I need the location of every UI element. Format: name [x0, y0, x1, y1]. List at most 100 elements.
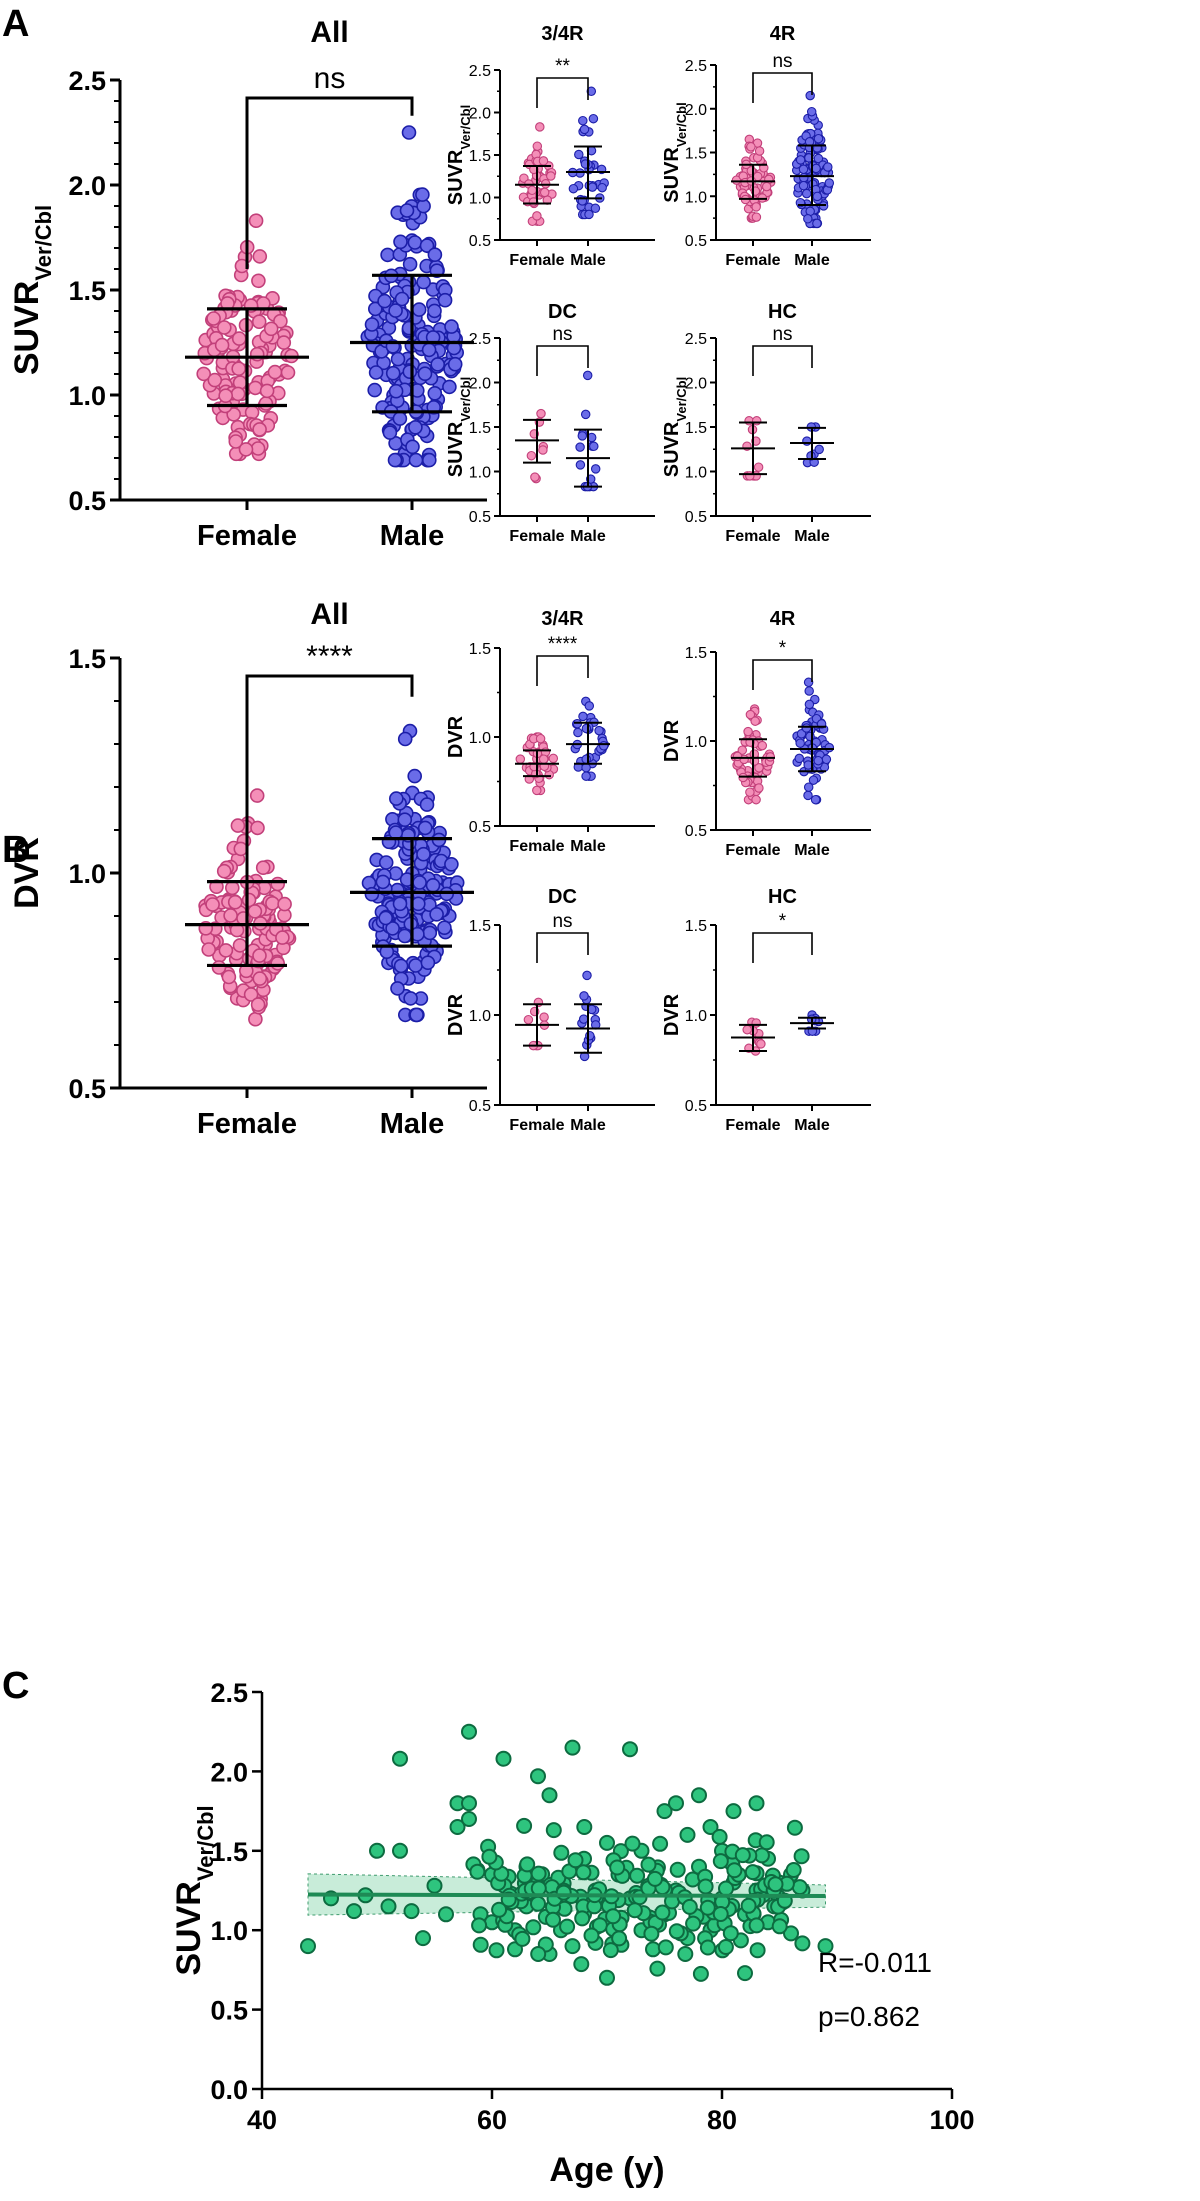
data-point [744, 1864, 761, 1881]
data-point [226, 407, 241, 422]
data-point [390, 981, 405, 996]
data-point [573, 727, 583, 738]
data-point [823, 162, 833, 172]
y-axis-label-subscript: Ver/Cbl [674, 102, 689, 147]
chart-title: All [310, 598, 348, 631]
data-point [392, 1750, 408, 1767]
data-point [346, 1903, 362, 1920]
data-point [803, 214, 813, 224]
chart-title: DC [548, 886, 577, 908]
y-tick-label: 1.5 [685, 146, 707, 163]
data-point [743, 726, 753, 737]
significance-label: ns [552, 324, 572, 345]
data-point [645, 1941, 661, 1958]
data-point [385, 921, 400, 936]
y-axis-label-subscript: Ver/Cbl [193, 1805, 218, 1881]
x-category-label: Female [509, 528, 564, 545]
data-point [481, 1848, 498, 1865]
chart-A-all: 0.5 1.0 1.5 2.0 2.5 Female Male All SUVRVer/Cbl n… [8, 16, 487, 552]
y-tick-label: 1.0 [68, 859, 106, 889]
data-point [812, 191, 823, 202]
x-tick-label: 80 [707, 2105, 737, 2135]
data-point [824, 742, 835, 753]
data-point [539, 1012, 549, 1022]
data-point [599, 1834, 615, 1851]
y-tick-label: 2.5 [210, 1678, 248, 1708]
data-point [587, 182, 598, 192]
data-point [737, 745, 748, 755]
data-point [579, 991, 589, 1001]
data-point [751, 202, 761, 212]
data-point [575, 442, 585, 452]
data-point [801, 188, 812, 199]
data-point [574, 1910, 591, 1927]
data-point [579, 124, 590, 135]
data-point [416, 846, 431, 862]
y-axis-label: SUVRVer/Cbl [8, 205, 56, 375]
data-point [597, 182, 607, 193]
data-point [771, 1918, 788, 1935]
data-point [228, 434, 244, 449]
x-category-label: Male [794, 1117, 830, 1134]
data-point [525, 1919, 542, 1936]
data-point [734, 1847, 751, 1864]
data-point [697, 1878, 714, 1895]
data-point [444, 856, 459, 872]
data-point [813, 153, 824, 164]
data-point [541, 1787, 558, 1804]
data-point [538, 754, 549, 764]
significance-label: **** [306, 640, 353, 673]
data-point [798, 164, 809, 175]
data-point [390, 882, 405, 898]
data-point [388, 791, 404, 806]
data-point [588, 113, 599, 124]
y-tick-label: 0.5 [685, 509, 707, 526]
x-category-label: Male [570, 252, 606, 269]
y-tick-label: 0.5 [469, 819, 491, 836]
x-category-label: Male [380, 1108, 444, 1140]
data-point [416, 274, 431, 290]
data-point [233, 841, 249, 857]
data-point [380, 1898, 397, 1915]
data-point [411, 302, 427, 317]
data-point [758, 1834, 775, 1851]
data-point [251, 314, 267, 330]
data-point [430, 357, 446, 372]
data-point [717, 1939, 734, 1955]
y-tick-label: 0.5 [469, 509, 491, 526]
data-point [280, 365, 296, 380]
data-point [403, 991, 418, 1006]
x-tick-label: 40 [247, 2105, 277, 2135]
data-point [221, 969, 237, 985]
data-point [725, 1803, 742, 1820]
significance-bracket [752, 659, 813, 690]
data-point [654, 1904, 671, 1921]
panel-label-b: B [2, 829, 29, 871]
y-tick-label: 2.0 [68, 171, 106, 201]
data-point [426, 1877, 443, 1894]
data-point [806, 106, 817, 117]
data-point [722, 1925, 739, 1942]
data-point [408, 419, 423, 435]
data-point [227, 894, 243, 910]
chart-B-DC: 0.5 1.0 1.5 Female Male DC DVR ns [445, 886, 655, 1134]
data-point [754, 146, 765, 156]
data-point [602, 1942, 619, 1959]
data-point [795, 155, 806, 165]
data-point [598, 741, 609, 751]
data-point [425, 877, 441, 893]
data-point [444, 319, 459, 334]
data-point [530, 1768, 546, 1785]
data-point [692, 1965, 709, 1982]
data-point [407, 768, 423, 784]
data-point [250, 997, 266, 1012]
data-point [514, 1930, 531, 1947]
data-point [712, 1853, 729, 1870]
data-point [401, 125, 417, 140]
data-point [657, 1939, 674, 1956]
data-point [577, 431, 588, 441]
data-point [584, 701, 595, 711]
data-point [427, 385, 443, 401]
data-point [419, 797, 435, 812]
